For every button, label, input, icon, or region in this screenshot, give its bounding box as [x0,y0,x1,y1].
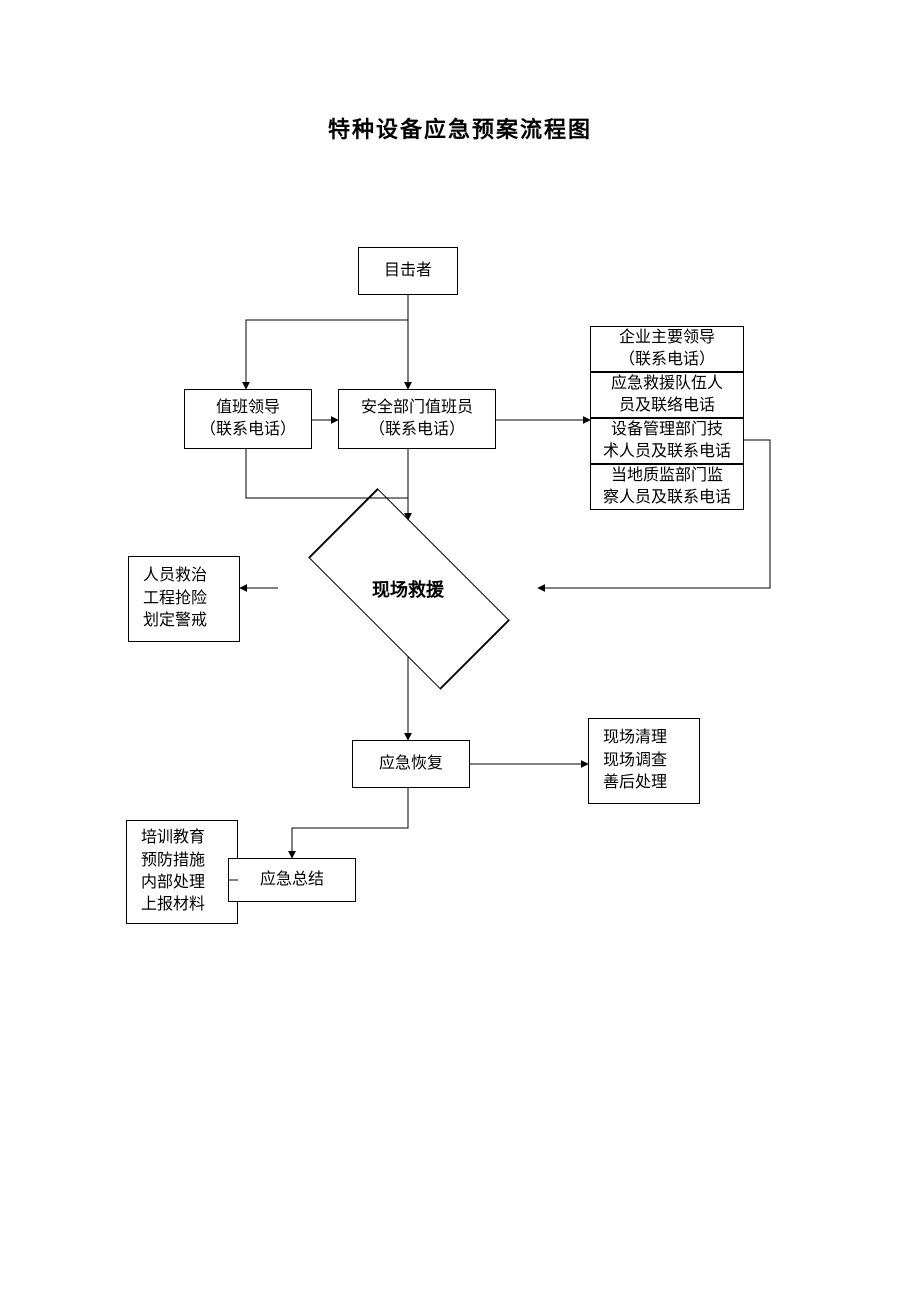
node-summary-left: 培训教育预防措施内部处理上报材料 [126,820,238,924]
node-label: 设备管理部门技术人员及联系电话 [603,419,731,464]
node-local-quality: 当地质监部门监察人员及联系电话 [590,464,744,510]
flowchart-page: 特种设备应急预案流程图 目击者 值班领导（联系电话） 安全部门值班员（联系电话）… [0,0,920,1302]
node-equip-tech: 设备管理部门技术人员及联系电话 [590,418,744,464]
node-duty-leader: 值班领导（联系电话） [184,389,312,449]
node-onsite-rescue: 现场救援 [278,520,538,656]
node-label: 值班领导（联系电话） [200,397,296,442]
node-label: 安全部门值班员（联系电话） [361,397,473,442]
node-summary: 应急总结 [228,858,356,902]
node-safety-officer: 安全部门值班员（联系电话） [338,389,496,449]
page-title: 特种设备应急预案流程图 [0,112,920,144]
node-label: 应急总结 [260,869,324,891]
node-ent-leader: 企业主要领导（联系电话） [590,326,744,372]
node-label: 应急恢复 [379,753,443,775]
node-label: 现场清理现场调查善后处理 [603,727,667,794]
node-label: 现场救援 [278,576,538,602]
node-rescue-left: 人员救治工程抢险划定警戒 [128,556,240,642]
node-recovery: 应急恢复 [352,740,470,788]
node-label: 当地质监部门监察人员及联系电话 [603,465,731,510]
node-label: 培训教育预防措施内部处理上报材料 [141,827,205,917]
node-witness: 目击者 [358,247,458,295]
node-label: 人员救治工程抢险划定警戒 [143,565,207,632]
node-recovery-right: 现场清理现场调查善后处理 [588,718,700,804]
node-label: 目击者 [384,260,432,282]
node-label: 应急救援队伍人员及联络电话 [611,373,723,418]
node-label: 企业主要领导（联系电话） [619,327,715,372]
node-rescue-team: 应急救援队伍人员及联络电话 [590,372,744,418]
